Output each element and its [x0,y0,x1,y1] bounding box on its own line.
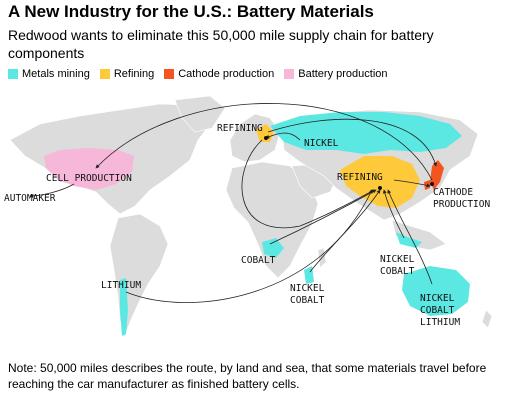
label-cell-production: CELL PRODUCTION [46,173,132,184]
legend-label-refining: Refining [113,68,155,80]
route-chile-to-china [125,189,373,303]
route-europe-to-china [241,139,375,229]
route-madagascar-to-china [309,189,381,273]
map-labels: REFINING NICKEL CELL PRODUCTION AUTOMAKE… [4,123,490,328]
route-indonesia-to-china [382,189,405,239]
legend-label-battery-production: Battery production [298,68,388,80]
land-new-zealand [481,309,493,329]
label-cobalt-africa-2: COBALT [290,295,325,306]
region-refining-china [340,156,420,208]
route-china-to-japan [393,179,431,188]
route-japan-to-usa [95,103,433,181]
footnote: Note: 50,000 miles describes the route, … [8,361,487,391]
label-cobalt-africa: COBALT [241,255,276,266]
label-refining-china: REFINING [337,172,383,183]
label-lithium-south-america: LITHIUM [101,280,141,291]
legend-item-battery-production: Battery production [284,68,388,80]
legend-swatch-metals-mining [8,69,18,79]
route-congo-to-china [269,189,377,245]
region-metals-mining-congo [262,238,284,258]
label-nickel-australia: NICKEL [420,293,455,304]
label-nickel-africa: NICKEL [290,283,325,294]
region-metals-mining-australia [402,266,470,316]
legend-swatch-refining [99,69,110,79]
route-europe-to-japan [267,118,438,167]
label-automaker: AUTOMAKER [4,193,56,204]
legend-item-refining: Refining [99,68,155,80]
route-australia-to-china [387,189,433,285]
land-south-america [109,213,169,340]
supply-routes [29,103,438,303]
legend: Metals mining Refining Cathode productio… [8,68,388,80]
dot-europe-refining [264,136,268,140]
legend-swatch-cathode-production [164,69,175,79]
legend-label-cathode-production: Cathode production [178,68,275,80]
region-battery-production-usa [44,148,134,190]
label-cobalt-australia: COBALT [420,305,455,316]
dot-china-refining [378,186,382,190]
land-greenland [174,95,226,133]
route-russia-to-europe [265,132,301,141]
label-refining-europe: REFINING [217,123,263,134]
label-nickel-indonesia: NICKEL [380,254,415,265]
legend-swatch-battery-production [284,69,295,79]
land-europe [229,113,281,163]
highlighted-regions [44,112,470,336]
region-metals-mining-indonesia [396,232,422,248]
label-lithium-australia: LITHIUM [420,317,460,328]
region-metals-mining-chile [120,278,128,336]
region-metals-mining-russia [270,112,462,154]
world-map: REFINING NICKEL CELL PRODUCTION AUTOMAKE… [4,95,493,340]
legend-item-cathode-production: Cathode production [164,68,274,80]
location-dots [264,136,434,190]
chart-subtitle: Redwood wants to eliminate this 50,000 m… [8,27,434,61]
label-cathode: CATHODE [433,187,473,198]
chart-title: A New Industry for the U.S.: Battery Mat… [8,2,374,21]
label-nickel-russia: NICKEL [304,138,339,149]
label-cobalt-indonesia: COBALT [380,266,415,277]
region-cathode-japan [430,160,444,190]
legend-label-metals-mining: Metals mining [22,68,90,80]
route-usa-to-automaker [29,183,75,198]
legend-item-metals-mining: Metals mining [8,68,90,80]
dot-japan-cathode [430,182,434,186]
label-production: PRODUCTION [433,199,490,210]
